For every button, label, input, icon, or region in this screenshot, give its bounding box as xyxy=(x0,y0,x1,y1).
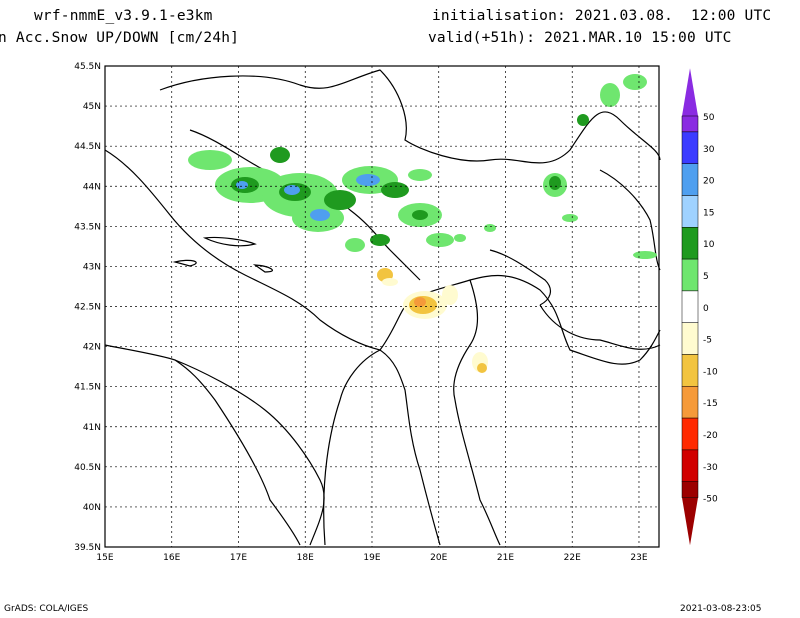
lat-tick-label: 40N xyxy=(83,503,101,513)
colorbar-label: -20 xyxy=(703,431,718,441)
snow-patch xyxy=(549,176,561,190)
snow-patch xyxy=(356,174,380,186)
snow-patch xyxy=(623,74,647,90)
snow-patch xyxy=(236,181,248,189)
lon-tick-label: 17E xyxy=(230,553,247,563)
tick-labels: 45.5N 45N 44.5N 44N 43.5N 43N 42.5N 42N 41.5N 41N… xyxy=(74,62,648,563)
colorbar-swatch xyxy=(681,449,699,482)
lon-tick-label: 23E xyxy=(630,553,647,563)
lon-tick-label: 16E xyxy=(163,553,180,563)
colorbar-swatch xyxy=(681,290,699,323)
lon-tick-label: 18E xyxy=(297,553,314,563)
colorbar-swatch xyxy=(681,163,699,196)
footer-left: GrADS: COLA/IGES xyxy=(4,604,89,614)
colorbar-label: 50 xyxy=(703,113,715,123)
lon-tick-label: 20E xyxy=(430,553,447,563)
lat-tick-label: 41N xyxy=(83,423,101,433)
lat-tick-label: 41.5N xyxy=(74,383,101,393)
field-title: n Acc.Snow UP/DOWN [cm/24h] xyxy=(0,30,240,46)
colorbar-label: -50 xyxy=(703,495,718,505)
colorbar-label: 0 xyxy=(703,304,709,314)
colorbar-label: -5 xyxy=(703,336,712,346)
lon-tick-label: 15E xyxy=(96,553,113,563)
snow-patch xyxy=(345,238,365,252)
snow-field xyxy=(188,74,657,373)
snow-patch xyxy=(414,297,426,307)
colorbar-swatch xyxy=(681,354,699,387)
model-title: wrf-nmmE_v3.9.1-e3km xyxy=(34,8,213,24)
colorbar-swatch xyxy=(681,195,699,228)
colorbar-label: 10 xyxy=(703,240,715,250)
map-frame xyxy=(104,65,660,548)
coastlines xyxy=(104,69,661,546)
snow-patch xyxy=(412,210,428,220)
snow-patch xyxy=(381,182,409,198)
lat-tick-label: 44N xyxy=(83,182,101,192)
colorbar-swatch xyxy=(681,115,699,133)
init-time: initialisation: 2021.03.08. 12:00 UTC xyxy=(432,8,772,24)
colorbar-label: -15 xyxy=(703,399,718,409)
lat-tick-label: 39.5N xyxy=(74,543,101,553)
valid-time: valid(+51h): 2021.MAR.10 15:00 UTC xyxy=(428,30,732,46)
colorbar-swatch xyxy=(681,322,699,355)
colorbar-label: 5 xyxy=(703,272,709,282)
lat-tick-label: 42.5N xyxy=(74,303,101,313)
snow-patch xyxy=(454,234,466,242)
snow-patch xyxy=(324,190,356,210)
snow-patch xyxy=(577,114,589,126)
colorbar-swatch xyxy=(681,417,699,451)
lat-tick-label: 43.5N xyxy=(74,222,101,232)
snow-patch xyxy=(600,83,620,107)
snow-patch xyxy=(562,214,578,222)
graticule xyxy=(104,65,659,548)
snow-patch xyxy=(477,363,487,373)
snow-patch xyxy=(484,224,496,232)
colorbar-label: 20 xyxy=(703,177,715,187)
colorbar-swatch xyxy=(681,131,699,164)
snow-patch xyxy=(442,285,458,305)
snow-patch xyxy=(382,278,398,286)
colorbar-swatch xyxy=(681,481,699,498)
lon-tick-label: 19E xyxy=(363,553,380,563)
lat-tick-label: 40.5N xyxy=(74,463,101,473)
snow-patch xyxy=(270,147,290,163)
colorbar-label: 15 xyxy=(703,208,714,218)
colorbar-swatch xyxy=(681,258,699,292)
snow-patch xyxy=(188,150,232,170)
colorbar-bottom-arrow xyxy=(682,497,698,546)
lon-tick-label: 22E xyxy=(564,553,581,563)
colorbar-swatch xyxy=(681,227,699,260)
colorbar-top-arrow xyxy=(682,68,698,116)
snow-patch xyxy=(370,234,390,246)
snow-patch xyxy=(408,169,432,181)
snow-patch xyxy=(310,209,330,221)
lon-tick-label: 21E xyxy=(497,553,514,563)
footer-right: 2021-03-08-23:05 xyxy=(680,604,762,614)
lat-tick-label: 44.5N xyxy=(74,142,101,152)
colorbar-label: -30 xyxy=(703,463,718,473)
colorbar-label: 30 xyxy=(703,145,715,155)
snow-patch xyxy=(284,185,300,195)
snow-patch xyxy=(633,251,657,259)
lat-tick-label: 45N xyxy=(83,102,101,112)
lat-tick-label: 45.5N xyxy=(74,62,101,72)
colorbar-swatch xyxy=(681,386,699,419)
lat-tick-label: 42N xyxy=(83,343,101,353)
snow-patch xyxy=(426,233,454,247)
colorbar-label: -10 xyxy=(703,367,718,377)
lat-tick-label: 43N xyxy=(83,262,101,272)
